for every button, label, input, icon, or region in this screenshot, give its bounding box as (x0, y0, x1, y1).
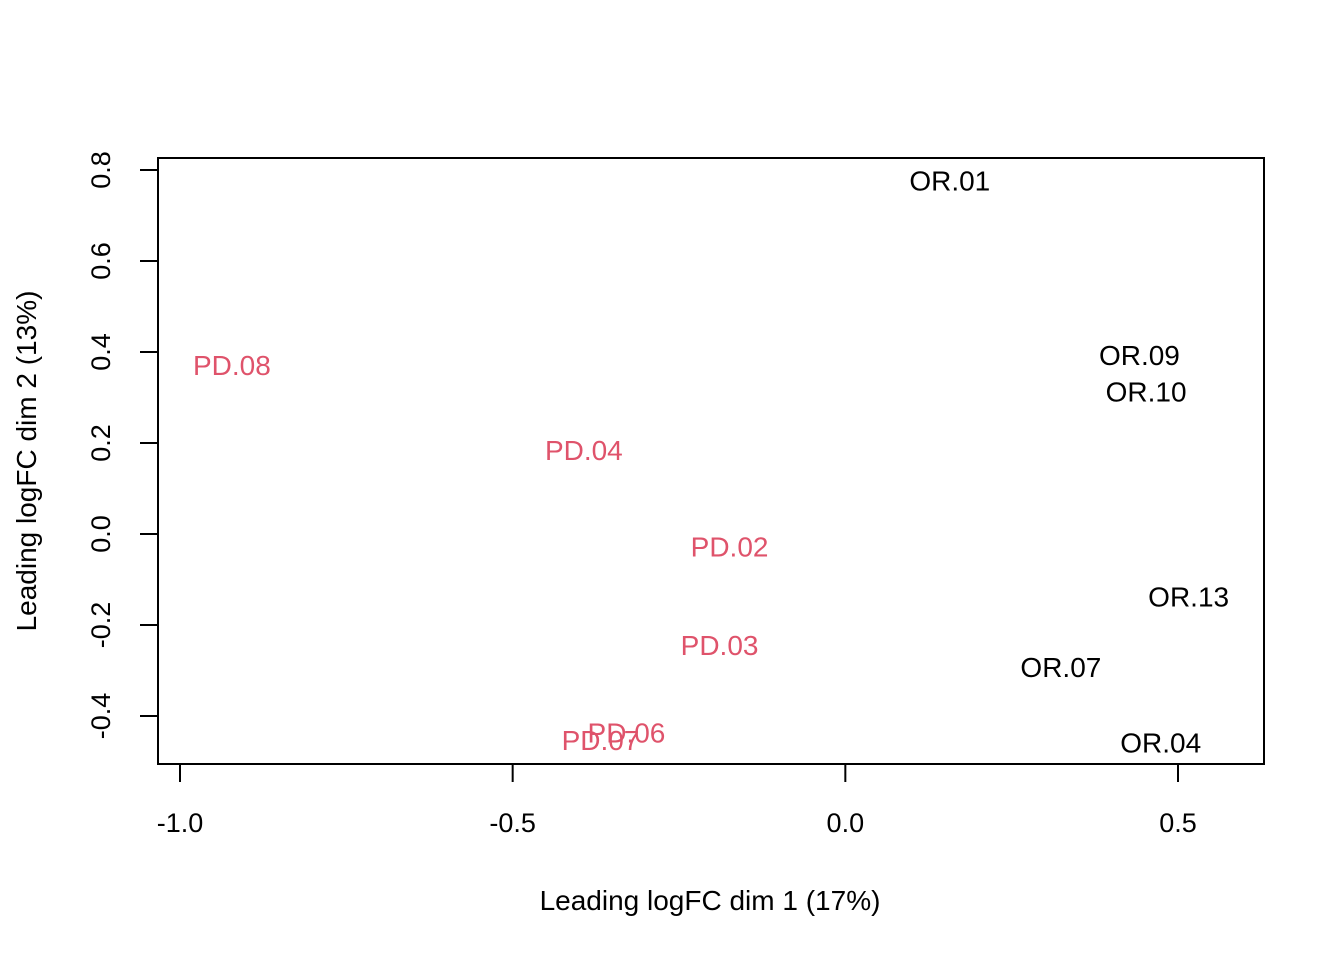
point-label-or-09: OR.09 (1099, 340, 1180, 371)
point-label-pd-03: PD.03 (681, 630, 759, 661)
point-label-pd-02: PD.02 (691, 532, 769, 563)
x-axis-title: Leading logFC dim 1 (17%) (540, 885, 881, 916)
point-label-or-13: OR.13 (1148, 582, 1229, 613)
y-tick-label: 0.8 (86, 151, 116, 189)
x-tick-label: -0.5 (489, 808, 536, 838)
y-tick-label: 0.6 (86, 242, 116, 280)
point-label-pd-08: PD.08 (193, 350, 271, 381)
point-labels: OR.01 OR.09 OR.10 OR.13 OR.07 OR.04 PD.08 PD.04… (193, 165, 1229, 758)
x-axis: -1.0 -0.5 0.0 0.5 (157, 763, 1197, 838)
point-label-pd-06: PD.06 (588, 717, 666, 748)
y-tick-label: 0.2 (86, 424, 116, 462)
y-tick-label: -0.4 (86, 693, 116, 740)
y-tick-label: 0.4 (86, 333, 116, 371)
point-label-or-01: OR.01 (909, 165, 990, 196)
x-tick-label: 0.5 (1159, 808, 1197, 838)
y-tick-label: -0.2 (86, 602, 116, 649)
x-tick-label: 0.0 (827, 808, 865, 838)
point-label-or-10: OR.10 (1106, 377, 1187, 408)
point-label-pd-04: PD.04 (545, 435, 623, 466)
point-label-or-04: OR.04 (1120, 727, 1201, 758)
y-tick-label: 0.0 (86, 515, 116, 553)
point-label-pd-07: PD.07 (562, 725, 640, 756)
point-label-or-07: OR.07 (1020, 652, 1101, 683)
y-axis-title: Leading logFC dim 2 (13%) (11, 291, 42, 632)
x-tick-label: -1.0 (157, 808, 204, 838)
y-axis: -0.4 -0.2 0.0 0.2 0.4 0.6 0.8 (86, 151, 159, 740)
